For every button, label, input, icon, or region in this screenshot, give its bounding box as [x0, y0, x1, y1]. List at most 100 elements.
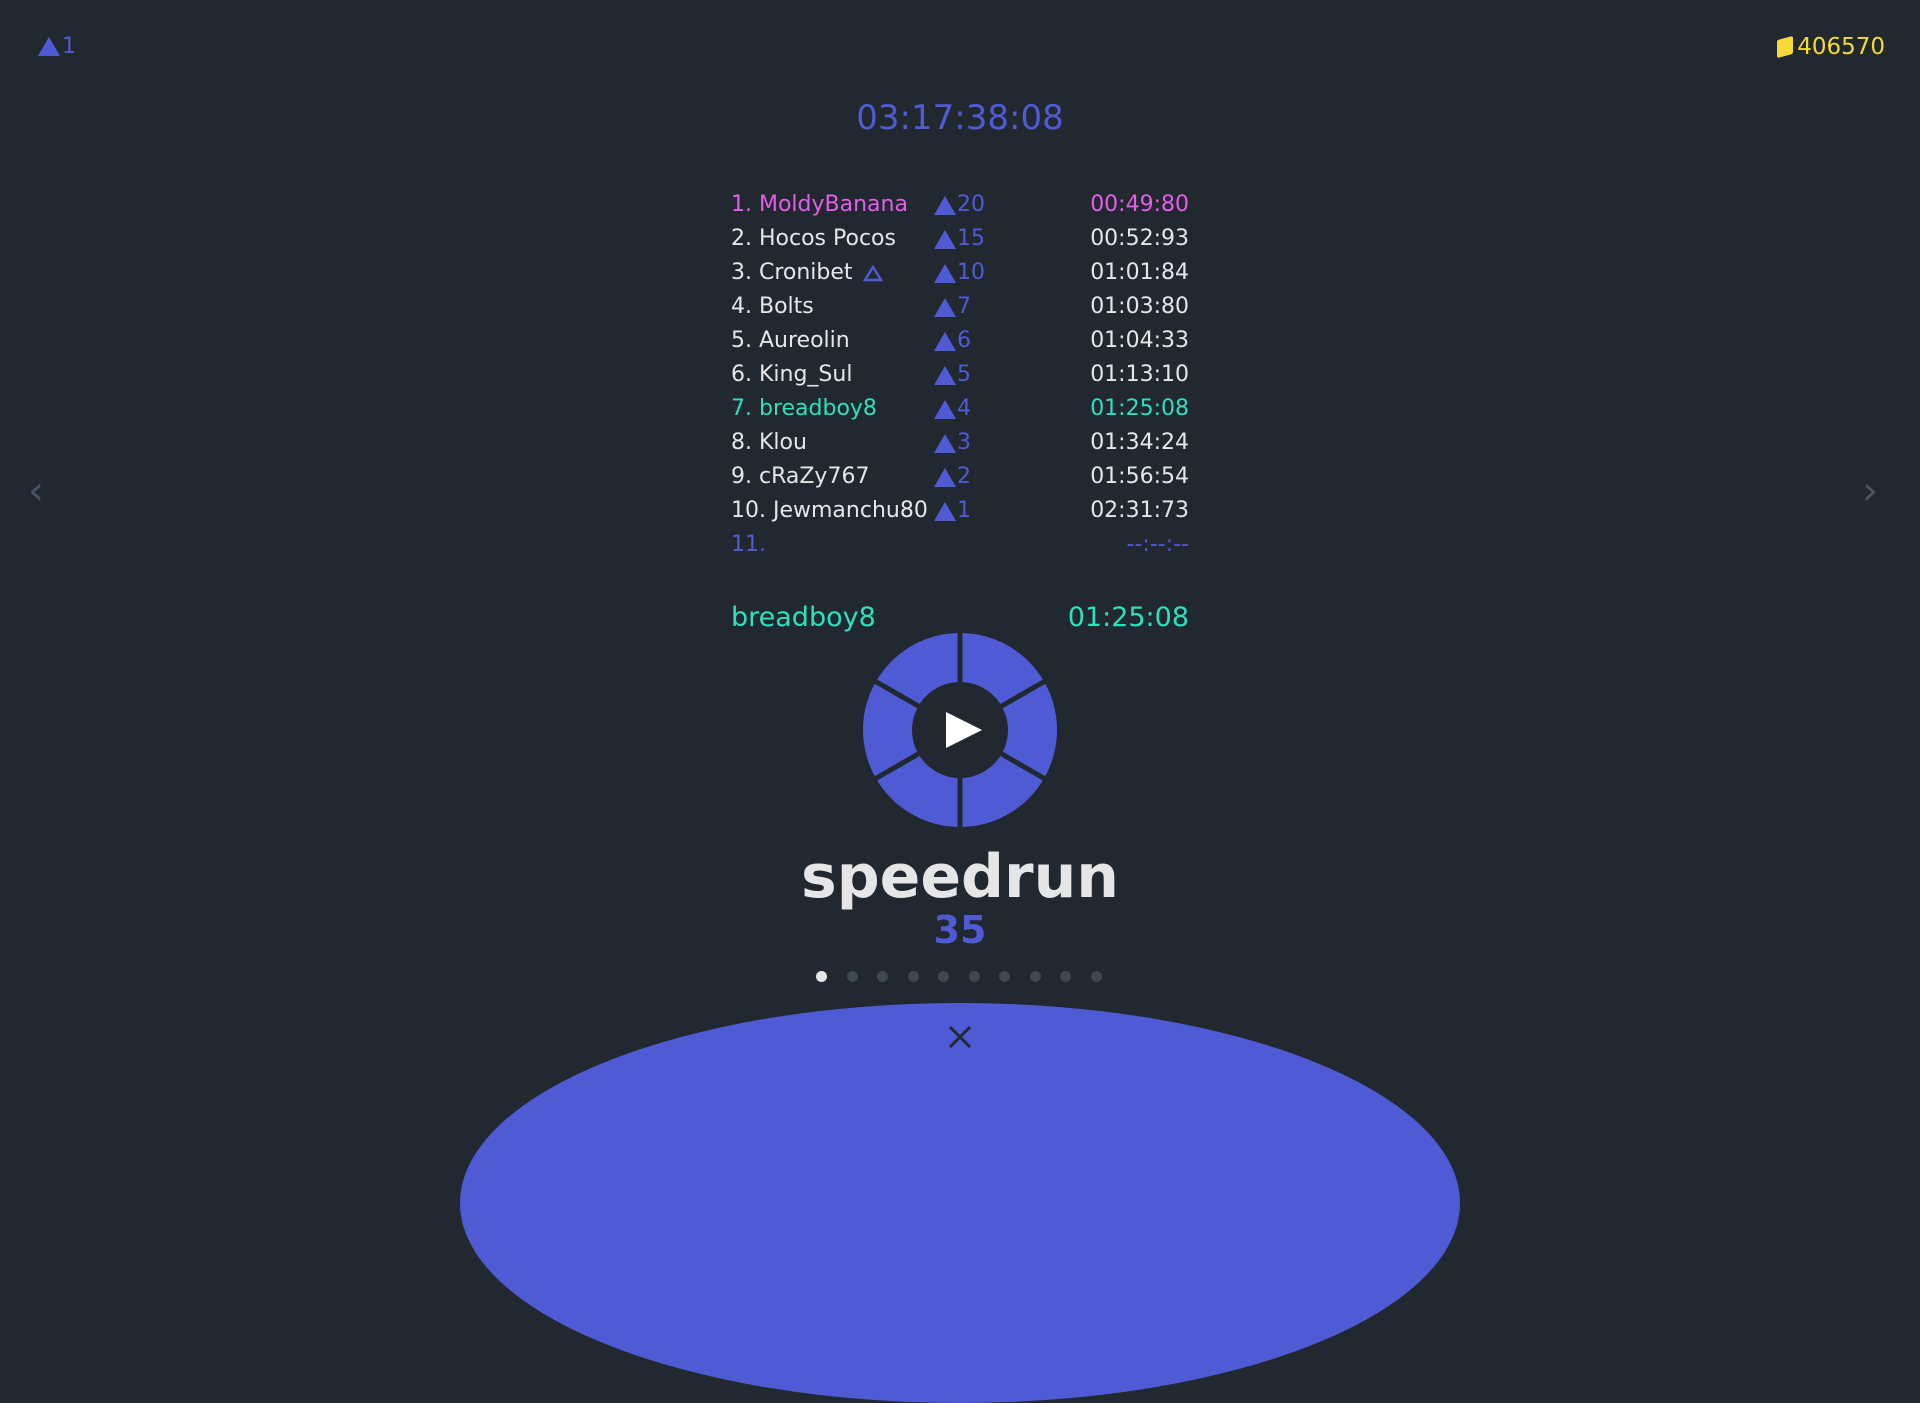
page-dot[interactable]	[907, 971, 919, 982]
leaderboard-row: 8. Klou 3 01:34:24	[731, 426, 1189, 460]
leaderboard-row: 11. --:--:--	[731, 528, 1189, 562]
leaderboard-row: 7. breadboy8 4 01:25:08	[731, 392, 1189, 426]
rank-name: 1. MoldyBanana	[731, 188, 908, 222]
run-time: 01:34:24	[1090, 430, 1189, 455]
leaderboard-row: 9. cRaZy767 2 01:56:54	[731, 460, 1189, 494]
score-value: 2	[957, 464, 971, 489]
chevron-left-icon[interactable]: ‹	[28, 468, 44, 514]
triangle-icon	[934, 297, 956, 317]
rank-name: 5. Aureolin	[731, 324, 850, 358]
run-time: 00:49:80	[1090, 192, 1189, 217]
score-value: 4	[957, 396, 971, 421]
bottom-panel	[460, 1003, 1460, 1403]
score: 1	[934, 494, 971, 528]
page-dot[interactable]	[877, 971, 888, 982]
score: 20	[934, 188, 985, 222]
run-time: 01:01:84	[1090, 260, 1189, 285]
rank-name-text: 1. MoldyBanana	[731, 192, 908, 217]
score-value: 20	[957, 192, 985, 217]
page-indicator	[816, 971, 1102, 982]
rank-name: 6. King_Sul	[731, 358, 852, 392]
chevron-right-icon[interactable]: ›	[1862, 468, 1878, 514]
triangle-icon	[934, 229, 956, 249]
coin-counter: 406570	[1777, 34, 1885, 60]
page-dot[interactable]	[938, 971, 949, 982]
score: 6	[934, 324, 971, 358]
player-name: breadboy8	[731, 602, 876, 633]
page-dot[interactable]	[968, 971, 980, 982]
triangle-icon	[934, 195, 956, 215]
score-value: 1	[957, 498, 971, 523]
score: 7	[934, 290, 971, 324]
run-time: 01:04:33	[1090, 328, 1189, 353]
rank-name-text: 5. Aureolin	[731, 328, 850, 353]
rank-name: 8. Klou	[731, 426, 807, 460]
triangle-icon	[934, 365, 956, 385]
rank-name-text: 8. Klou	[731, 430, 807, 455]
score-value: 3	[957, 430, 971, 455]
run-time: --:--:--	[1126, 532, 1189, 557]
triangle-icon	[934, 501, 956, 521]
page-dot[interactable]	[1060, 971, 1071, 982]
score-value: 6	[957, 328, 971, 353]
rank-name-text: 11.	[731, 532, 766, 557]
coin-icon	[1777, 35, 1794, 59]
score: 2	[934, 460, 971, 494]
total-timer: 03:17:38:08	[856, 98, 1064, 138]
score: 15	[934, 222, 985, 256]
leaderboard-row: 3. Cronibet 10 01:01:84	[731, 256, 1189, 290]
rank-name-text: 3. Cronibet	[731, 260, 853, 285]
rank-name-text: 6. King_Sul	[731, 362, 853, 387]
run-time: 01:13:10	[1090, 362, 1189, 387]
run-time: 01:03:80	[1090, 294, 1189, 319]
rank-name-text: 7. breadboy8	[731, 396, 877, 421]
level-number: 35	[933, 908, 987, 952]
rank-name: 3. Cronibet	[731, 256, 883, 290]
rank-name: 10. Jewmanchu80	[731, 494, 928, 528]
rank-name: 11.	[731, 528, 766, 562]
rank-name-text: 4. Bolts	[731, 294, 814, 319]
score-value: 7	[957, 294, 971, 319]
run-time: 01:25:08	[1090, 396, 1189, 421]
play-icon	[946, 712, 982, 748]
score-value: 10	[957, 260, 985, 285]
rank-name: 2. Hocos Pocos	[731, 222, 896, 256]
page-dot[interactable]	[1090, 971, 1102, 982]
score: 3	[934, 426, 971, 460]
leaderboard: 1. MoldyBanana 20 00:49:80 2. Hocos Pocos 15…	[731, 188, 1189, 562]
lives-counter: 1	[38, 34, 76, 59]
outline-triangle-icon	[862, 264, 883, 281]
triangle-icon	[934, 433, 956, 453]
rank-name-text: 10. Jewmanchu80	[731, 498, 928, 523]
rank-name: 4. Bolts	[731, 290, 814, 324]
player-result: breadboy8 01:25:08	[731, 602, 1189, 633]
score: 5	[934, 358, 971, 392]
play-button[interactable]	[860, 630, 1060, 830]
page-dot[interactable]	[816, 971, 827, 982]
coin-value: 406570	[1797, 34, 1885, 60]
triangle-icon	[38, 37, 60, 56]
close-icon[interactable]	[940, 1017, 980, 1057]
leaderboard-row: 4. Bolts 7 01:03:80	[731, 290, 1189, 324]
page-dot[interactable]	[999, 971, 1010, 982]
triangle-icon	[934, 399, 956, 419]
leaderboard-row: 10. Jewmanchu80 1 02:31:73	[731, 494, 1189, 528]
page-dot[interactable]	[1029, 971, 1041, 982]
leaderboard-row: 6. King_Sul 5 01:13:10	[731, 358, 1189, 392]
triangle-icon	[934, 331, 956, 351]
leaderboard-row: 2. Hocos Pocos 15 00:52:93	[731, 222, 1189, 256]
score: 4	[934, 392, 971, 426]
leaderboard-row: 5. Aureolin 6 01:04:33	[731, 324, 1189, 358]
rank-name: 7. breadboy8	[731, 392, 877, 426]
page-dot[interactable]	[846, 971, 858, 982]
triangle-icon	[934, 467, 956, 487]
rank-name: 9. cRaZy767	[731, 460, 869, 494]
score-value: 5	[957, 362, 971, 387]
run-time: 02:31:73	[1090, 498, 1189, 523]
run-time: 00:52:93	[1090, 226, 1189, 251]
level-title: speedrun	[800, 842, 1120, 912]
score-value: 15	[957, 226, 985, 251]
player-time: 01:25:08	[1067, 602, 1189, 633]
rank-name-text: 2. Hocos Pocos	[731, 226, 896, 251]
lives-value: 1	[62, 34, 76, 59]
